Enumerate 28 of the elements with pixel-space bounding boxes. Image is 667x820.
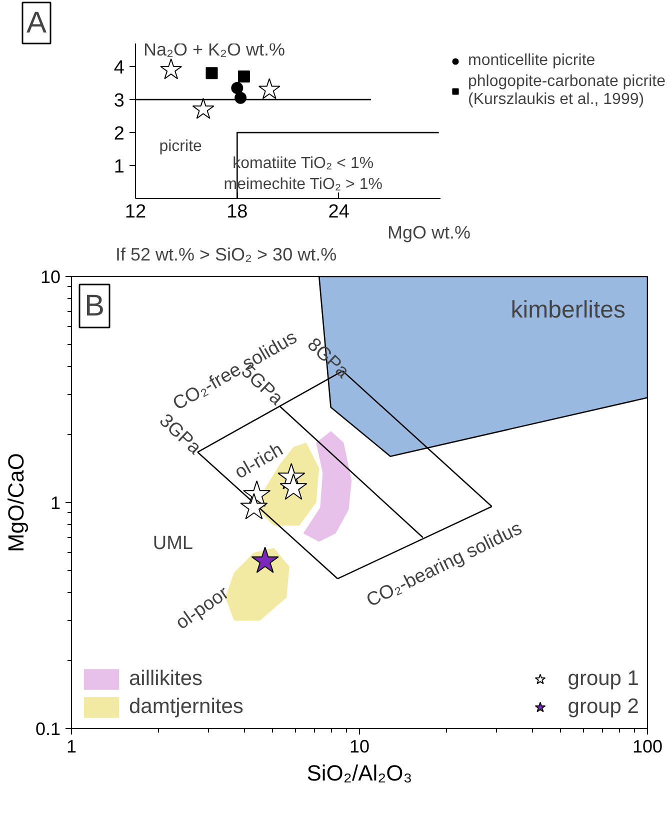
y-tick-label: 10	[40, 267, 61, 287]
x-tick-label: 12	[124, 202, 146, 222]
x-axis-title: SiO₂/Al₂O₃	[306, 760, 412, 786]
y-tick-label: 4	[114, 58, 125, 79]
y-tick-label: 3	[114, 90, 125, 112]
legend-label: damtjernites	[129, 695, 244, 719]
y-tick-label: 2	[114, 124, 125, 145]
annotation: B	[84, 290, 105, 322]
x-axis-title: MgO wt.%	[387, 222, 471, 242]
y-tick-label: 1	[114, 156, 125, 178]
text: If 52 wt.% > SiO₂ > 30 wt.%	[116, 244, 337, 264]
y-tick-label: 1	[50, 493, 61, 513]
y-tick-label: 0.1	[35, 719, 61, 739]
text: A	[26, 6, 47, 40]
legend-label: aillikites	[129, 667, 203, 691]
series-label: kimberlites	[510, 296, 626, 324]
x-tick-label: 18	[226, 202, 248, 222]
legend-label: group 1	[568, 667, 639, 691]
x-tick-label: 24	[328, 202, 350, 222]
y-axis-title: MgO/CaO	[3, 452, 28, 552]
x-tick-label: 10	[349, 736, 370, 756]
x-tick-label: 100	[632, 736, 663, 756]
annotation: UML	[152, 532, 193, 554]
legend-label: group 2	[568, 695, 639, 719]
legend-label: phlogopite-carbonate picrite (Kurszlaukis et al., 1999)	[468, 73, 666, 109]
annotation: picrite	[159, 138, 202, 155]
x-tick-label: 1	[66, 736, 77, 756]
legend-label: monticellite picrite	[468, 51, 596, 71]
